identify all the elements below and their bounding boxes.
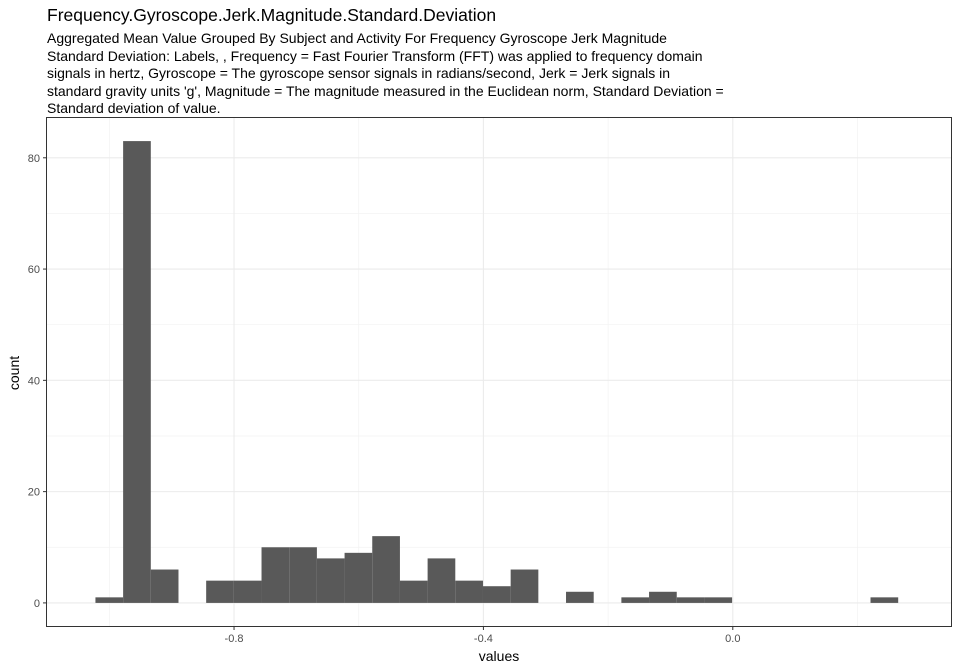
histogram-bar [206, 580, 234, 603]
y-tick-label: 80 [28, 153, 40, 165]
histogram-bar [870, 597, 899, 603]
histogram-bar [621, 597, 650, 603]
histogram-bar [566, 591, 594, 603]
y-tick-label: 0 [34, 598, 40, 610]
y-axis-ticks: 0 20 40 60 80 [28, 153, 47, 610]
histogram-bar [123, 141, 151, 603]
histogram-bar [455, 580, 483, 603]
histogram-bar [482, 586, 511, 603]
x-axis-label: values [478, 648, 520, 664]
histogram-bar [649, 591, 677, 603]
histogram-bar [261, 547, 290, 603]
major-gridlines [47, 118, 951, 626]
histogram-bar [95, 597, 124, 603]
y-tick-label: 20 [28, 487, 40, 499]
histogram-bar [676, 597, 705, 603]
histogram-bar [344, 552, 373, 603]
minor-gridlines [47, 118, 951, 626]
chart-subtitle: Aggregated Mean Value Grouped By Subject… [47, 30, 724, 116]
y-tick-label: 40 [28, 375, 40, 387]
histogram-bar [233, 580, 262, 603]
histogram-bar [510, 569, 539, 603]
histogram-bar [399, 580, 428, 603]
histogram-bars [95, 141, 899, 603]
histogram-bar [316, 558, 345, 603]
x-tick-label: 0.0 [725, 633, 740, 645]
x-tick-label: -0.4 [474, 633, 493, 645]
y-tick-label: 60 [28, 264, 40, 276]
histogram-bar [704, 597, 733, 603]
histogram-bar [150, 569, 179, 603]
chart-title: Frequency.Gyroscope.Jerk.Magnitude.Stand… [47, 5, 497, 25]
x-axis-ticks: -0.8 -0.4 0.0 [225, 626, 740, 645]
histogram-bar [372, 536, 400, 603]
plot-panel-border [46, 117, 952, 627]
histogram-bar [289, 547, 317, 603]
x-tick-label: -0.8 [225, 633, 244, 645]
histogram-bar [427, 558, 456, 603]
